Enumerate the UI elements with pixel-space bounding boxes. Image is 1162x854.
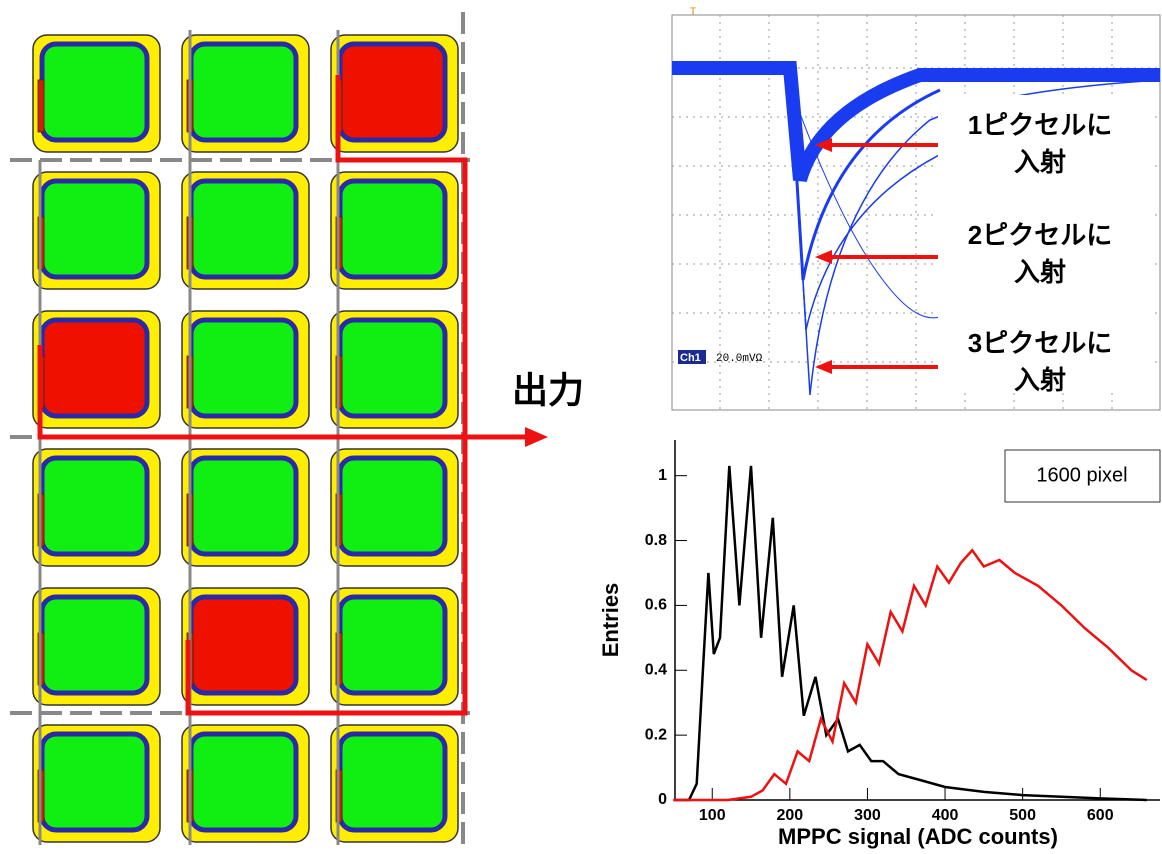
- arrow-head: [815, 138, 832, 152]
- y-tick-label: 0.2: [645, 726, 667, 743]
- series-line: [673, 465, 1147, 802]
- arrow-head: [815, 360, 832, 374]
- pixel-array: [32, 34, 459, 843]
- pixel: [188, 178, 299, 280]
- y-tick-label: 0.6: [645, 597, 667, 614]
- x-tick-label: 400: [932, 807, 959, 824]
- y-tick-label: 0: [658, 791, 667, 808]
- pixel: [188, 455, 299, 557]
- legend: 1600 pixel: [1036, 464, 1127, 486]
- pixel: [39, 731, 150, 833]
- wiring: [10, 12, 548, 845]
- y-tick-label: 1: [658, 467, 667, 484]
- x-axis-label: MPPC signal (ADC counts): [778, 824, 1058, 849]
- y-tick-label: 0.8: [645, 532, 667, 549]
- quench-resistor: [37, 79, 45, 133]
- pixel: [39, 178, 150, 280]
- pixel: [188, 731, 299, 833]
- pixel: [337, 731, 448, 833]
- arrow-head: [815, 250, 832, 264]
- histogram: 1600 pixel Entries MPPC signal (ADC coun…: [598, 440, 1161, 849]
- pixel: [337, 317, 448, 419]
- pixel: [337, 178, 448, 280]
- pixel: [188, 41, 299, 143]
- channel: Ch1: [680, 352, 701, 364]
- label-line: 3ピクセルに: [968, 328, 1112, 358]
- pixel: [39, 317, 150, 419]
- x-tick-label: 100: [699, 807, 726, 824]
- pixel: [337, 594, 448, 696]
- pixel: [39, 455, 150, 557]
- label-line: 1ピクセルに: [968, 110, 1112, 140]
- label-line: 入射: [1014, 147, 1066, 177]
- pixel: [337, 41, 448, 143]
- pixel: [39, 594, 150, 696]
- label-line: 2ピクセルに: [968, 220, 1112, 250]
- output-label: 出力: [512, 370, 584, 411]
- y-axis-label: Entries: [598, 583, 623, 658]
- svg-text:T: T: [690, 7, 696, 18]
- x-tick-label: 200: [776, 807, 803, 824]
- scale: 20.0mVΩ: [716, 353, 763, 365]
- pixel: [337, 455, 448, 557]
- label-line: 入射: [1014, 257, 1066, 287]
- pixel: [39, 41, 150, 143]
- x-tick-label: 500: [1009, 807, 1036, 824]
- y-tick-label: 0.4: [645, 661, 667, 678]
- pixel: [188, 594, 299, 696]
- x-tick-label: 600: [1087, 807, 1114, 824]
- series-line: [673, 548, 1148, 802]
- x-tick-label: 300: [854, 807, 881, 824]
- label-line: 入射: [1014, 365, 1066, 395]
- pixel: [188, 317, 299, 419]
